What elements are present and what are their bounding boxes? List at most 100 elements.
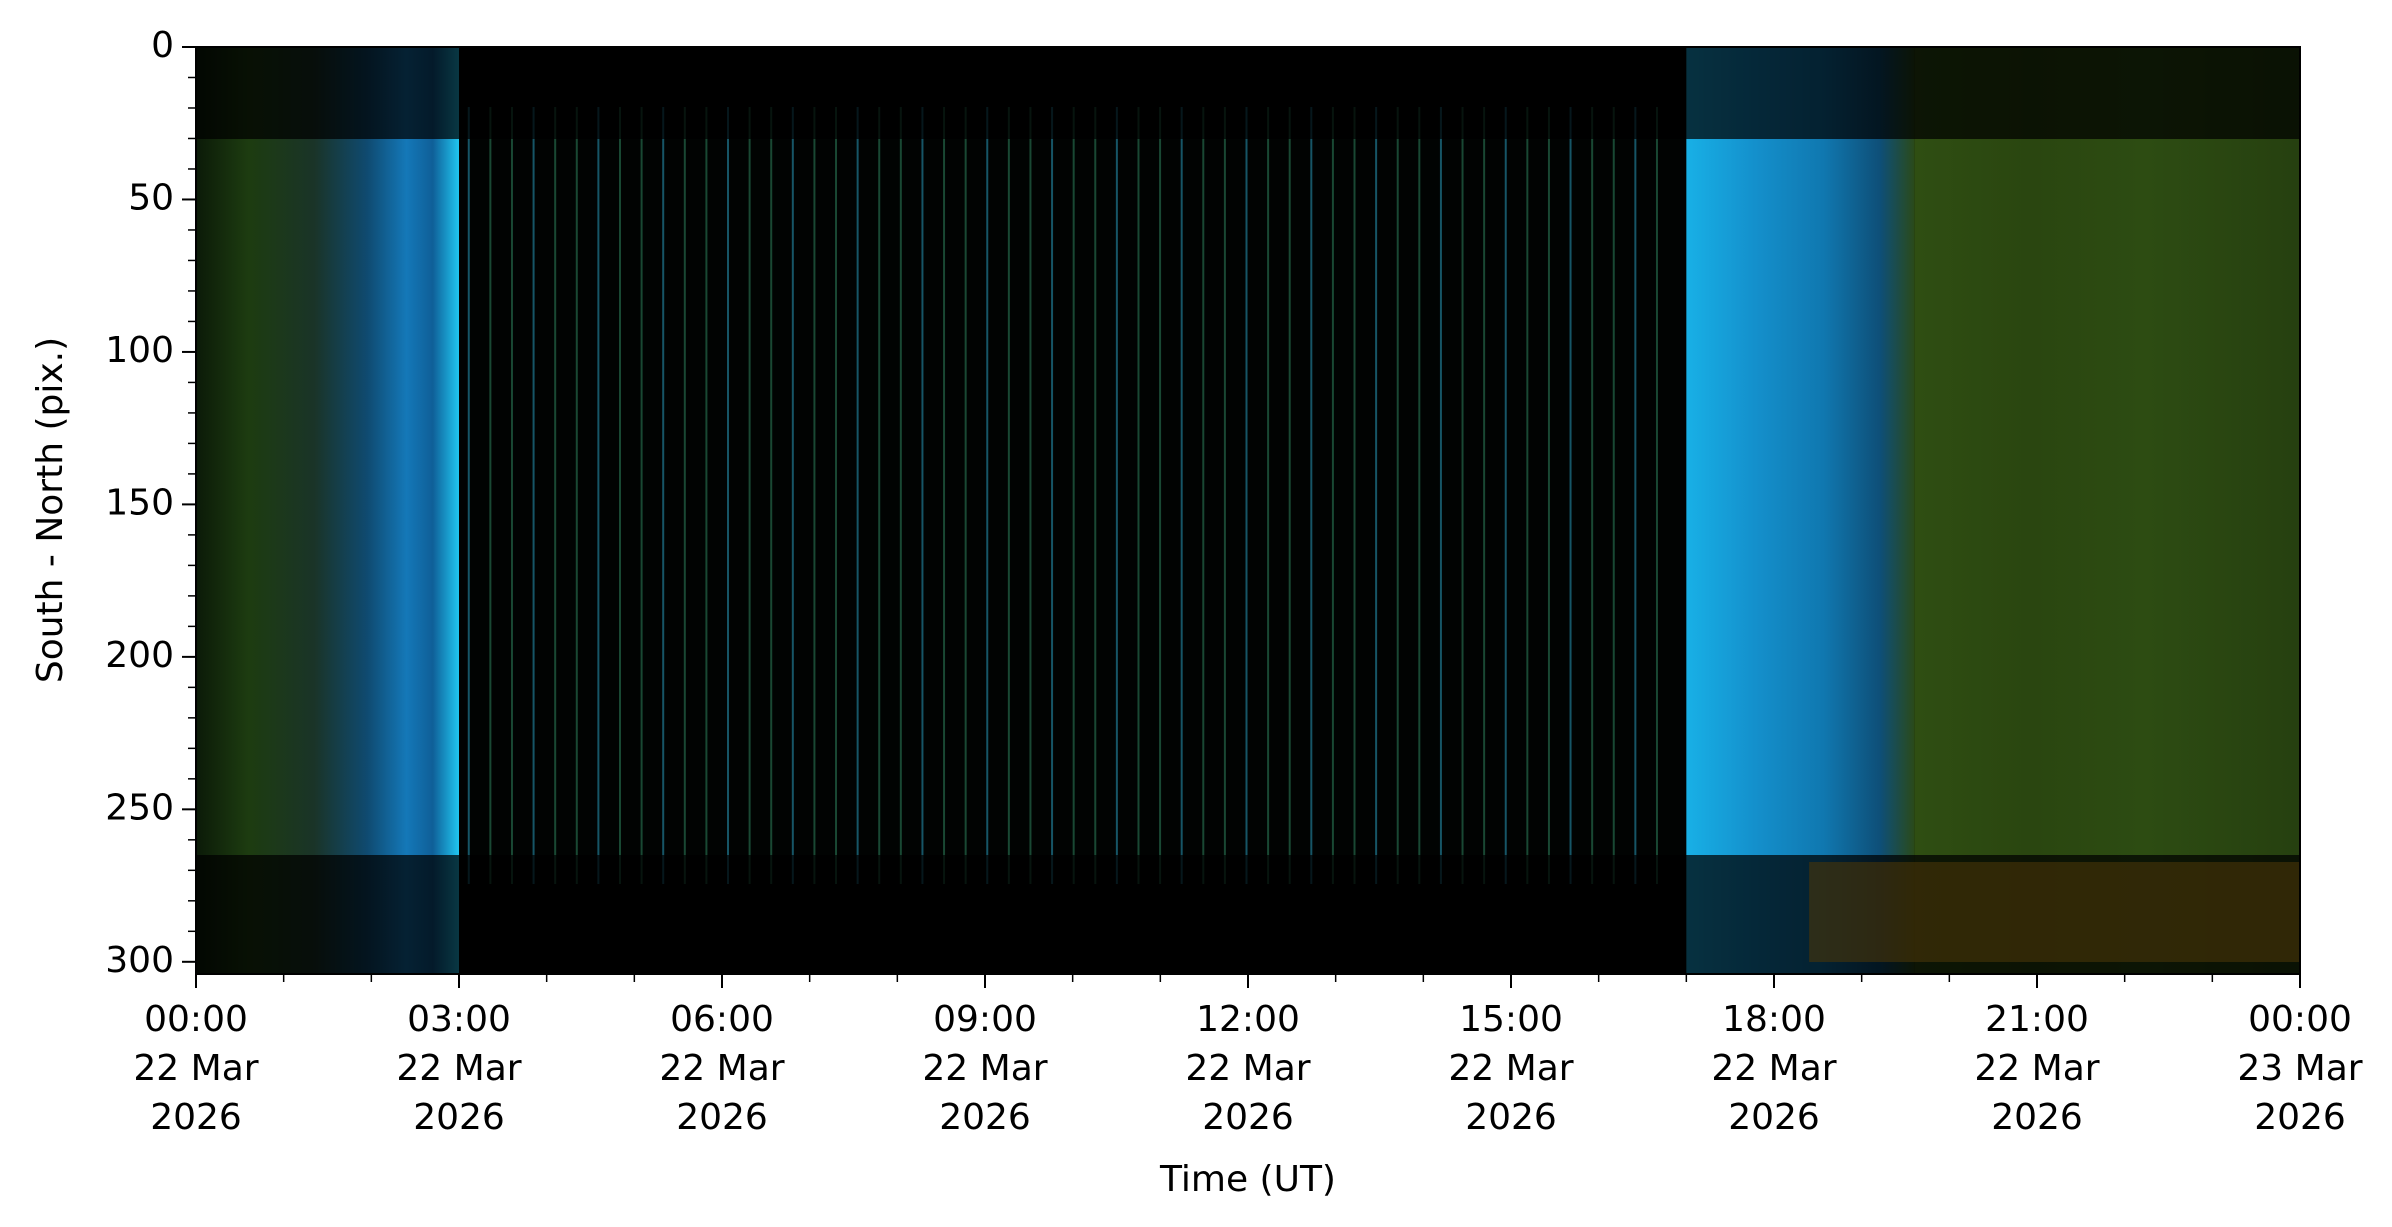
frame-line <box>1504 107 1507 884</box>
x-tick-label: 15:00 <box>1459 999 1563 1040</box>
x-tick-label: 2026 <box>939 1097 1031 1138</box>
x-tick-label: 22 Mar <box>659 1048 784 1089</box>
frame-line <box>1072 107 1075 884</box>
frame-line <box>532 107 535 884</box>
frame-line <box>899 107 902 884</box>
x-tick-label: 12:00 <box>1196 999 1300 1040</box>
frame-line <box>597 107 600 884</box>
x-tick-label: 22 Mar <box>396 1048 521 1089</box>
y-tick-label: 50 <box>128 177 174 218</box>
x-tick-label: 22 Mar <box>1711 1048 1836 1089</box>
y-tick-label: 300 <box>105 940 174 981</box>
x-tick-label: 00:00 <box>144 999 248 1040</box>
frame-line <box>618 107 621 884</box>
frame-line <box>510 107 513 884</box>
frame-line <box>1094 107 1097 884</box>
frame-line <box>770 107 773 884</box>
frame-line <box>489 107 492 884</box>
frame-line <box>662 107 665 884</box>
x-tick-label: 22 Mar <box>1448 1048 1573 1089</box>
frame-line <box>1483 107 1486 884</box>
frame-line <box>554 107 557 884</box>
x-tick-label: 2026 <box>150 1097 242 1138</box>
frame-line <box>856 107 859 884</box>
x-tick-label: 06:00 <box>670 999 774 1040</box>
frame-line <box>1569 107 1572 884</box>
frame-line <box>705 107 708 884</box>
x-tick-label: 22 Mar <box>133 1048 258 1089</box>
x-tick-label: 22 Mar <box>922 1048 1047 1089</box>
frame-line <box>1115 107 1118 884</box>
x-tick-label: 2026 <box>1465 1097 1557 1138</box>
frame-line <box>1655 107 1658 884</box>
y-tick-label: 100 <box>105 330 174 371</box>
frame-line <box>1223 107 1226 884</box>
frame-line <box>1396 107 1399 884</box>
frame-line <box>1418 107 1421 884</box>
frame-line <box>1137 107 1140 884</box>
frame-line <box>1634 107 1637 884</box>
frame-line <box>727 107 730 884</box>
x-tick-label: 21:00 <box>1985 999 2089 1040</box>
frame-line <box>1375 107 1378 884</box>
keogram-image <box>196 47 2300 974</box>
frame-line <box>1439 107 1442 884</box>
frame-line <box>1547 107 1550 884</box>
x-tick-label: 2026 <box>676 1097 768 1138</box>
frame-line <box>921 107 924 884</box>
y-tick-label: 150 <box>105 482 174 523</box>
frame-line <box>1526 107 1529 884</box>
y-axis-label: South - North (pix.) <box>30 337 71 683</box>
frame-line <box>1288 107 1291 884</box>
frame-line <box>683 107 686 884</box>
frame-line <box>748 107 751 884</box>
frame-line <box>640 107 643 884</box>
frame-line <box>1461 107 1464 884</box>
frame-line <box>1331 107 1334 884</box>
frame-line <box>986 107 989 884</box>
frame-line <box>1051 107 1054 884</box>
frame-line <box>1180 107 1183 884</box>
frame-line <box>1267 107 1270 884</box>
y-tick-label: 200 <box>105 635 174 676</box>
x-tick-label: 22 Mar <box>1974 1048 2099 1089</box>
x-tick-label: 18:00 <box>1722 999 1826 1040</box>
x-tick-label: 2026 <box>1202 1097 1294 1138</box>
twilight-band <box>1686 47 1915 974</box>
x-tick-label: 2026 <box>1991 1097 2083 1138</box>
frame-line <box>964 107 967 884</box>
x-tick-label: 09:00 <box>933 999 1037 1040</box>
x-axis-label: Time (UT) <box>1159 1159 1336 1200</box>
aurora-band <box>1914 47 2300 974</box>
frame-line <box>1245 107 1248 884</box>
frame-line <box>1202 107 1205 884</box>
x-tick-label: 22 Mar <box>1185 1048 1310 1089</box>
y-tick-label: 250 <box>105 787 174 828</box>
x-tick-label: 2026 <box>2254 1097 2346 1138</box>
x-tick-label: 03:00 <box>407 999 511 1040</box>
bottom-glow <box>1809 862 2300 962</box>
frame-line <box>1007 107 1010 884</box>
frame-line <box>878 107 881 884</box>
y-tick-label: 0 <box>151 25 174 66</box>
frame-line <box>467 107 470 884</box>
frame-line <box>1353 107 1356 884</box>
frame-line <box>791 107 794 884</box>
frame-line <box>1159 107 1162 884</box>
frame-line <box>943 107 946 884</box>
x-tick-label: 2026 <box>413 1097 505 1138</box>
frame-line <box>835 107 838 884</box>
frame-line <box>575 107 578 884</box>
frame-line <box>813 107 816 884</box>
frame-line <box>1310 107 1313 884</box>
frame-line <box>1029 107 1032 884</box>
x-tick-label: 23 Mar <box>2237 1048 2362 1089</box>
frame-line <box>1591 107 1594 884</box>
frame-line <box>1612 107 1615 884</box>
x-tick-label: 00:00 <box>2248 999 2352 1040</box>
aurora-band <box>196 47 459 974</box>
top-band <box>196 47 2300 139</box>
x-tick-label: 2026 <box>1728 1097 1820 1138</box>
plot-frame <box>195 46 2301 975</box>
